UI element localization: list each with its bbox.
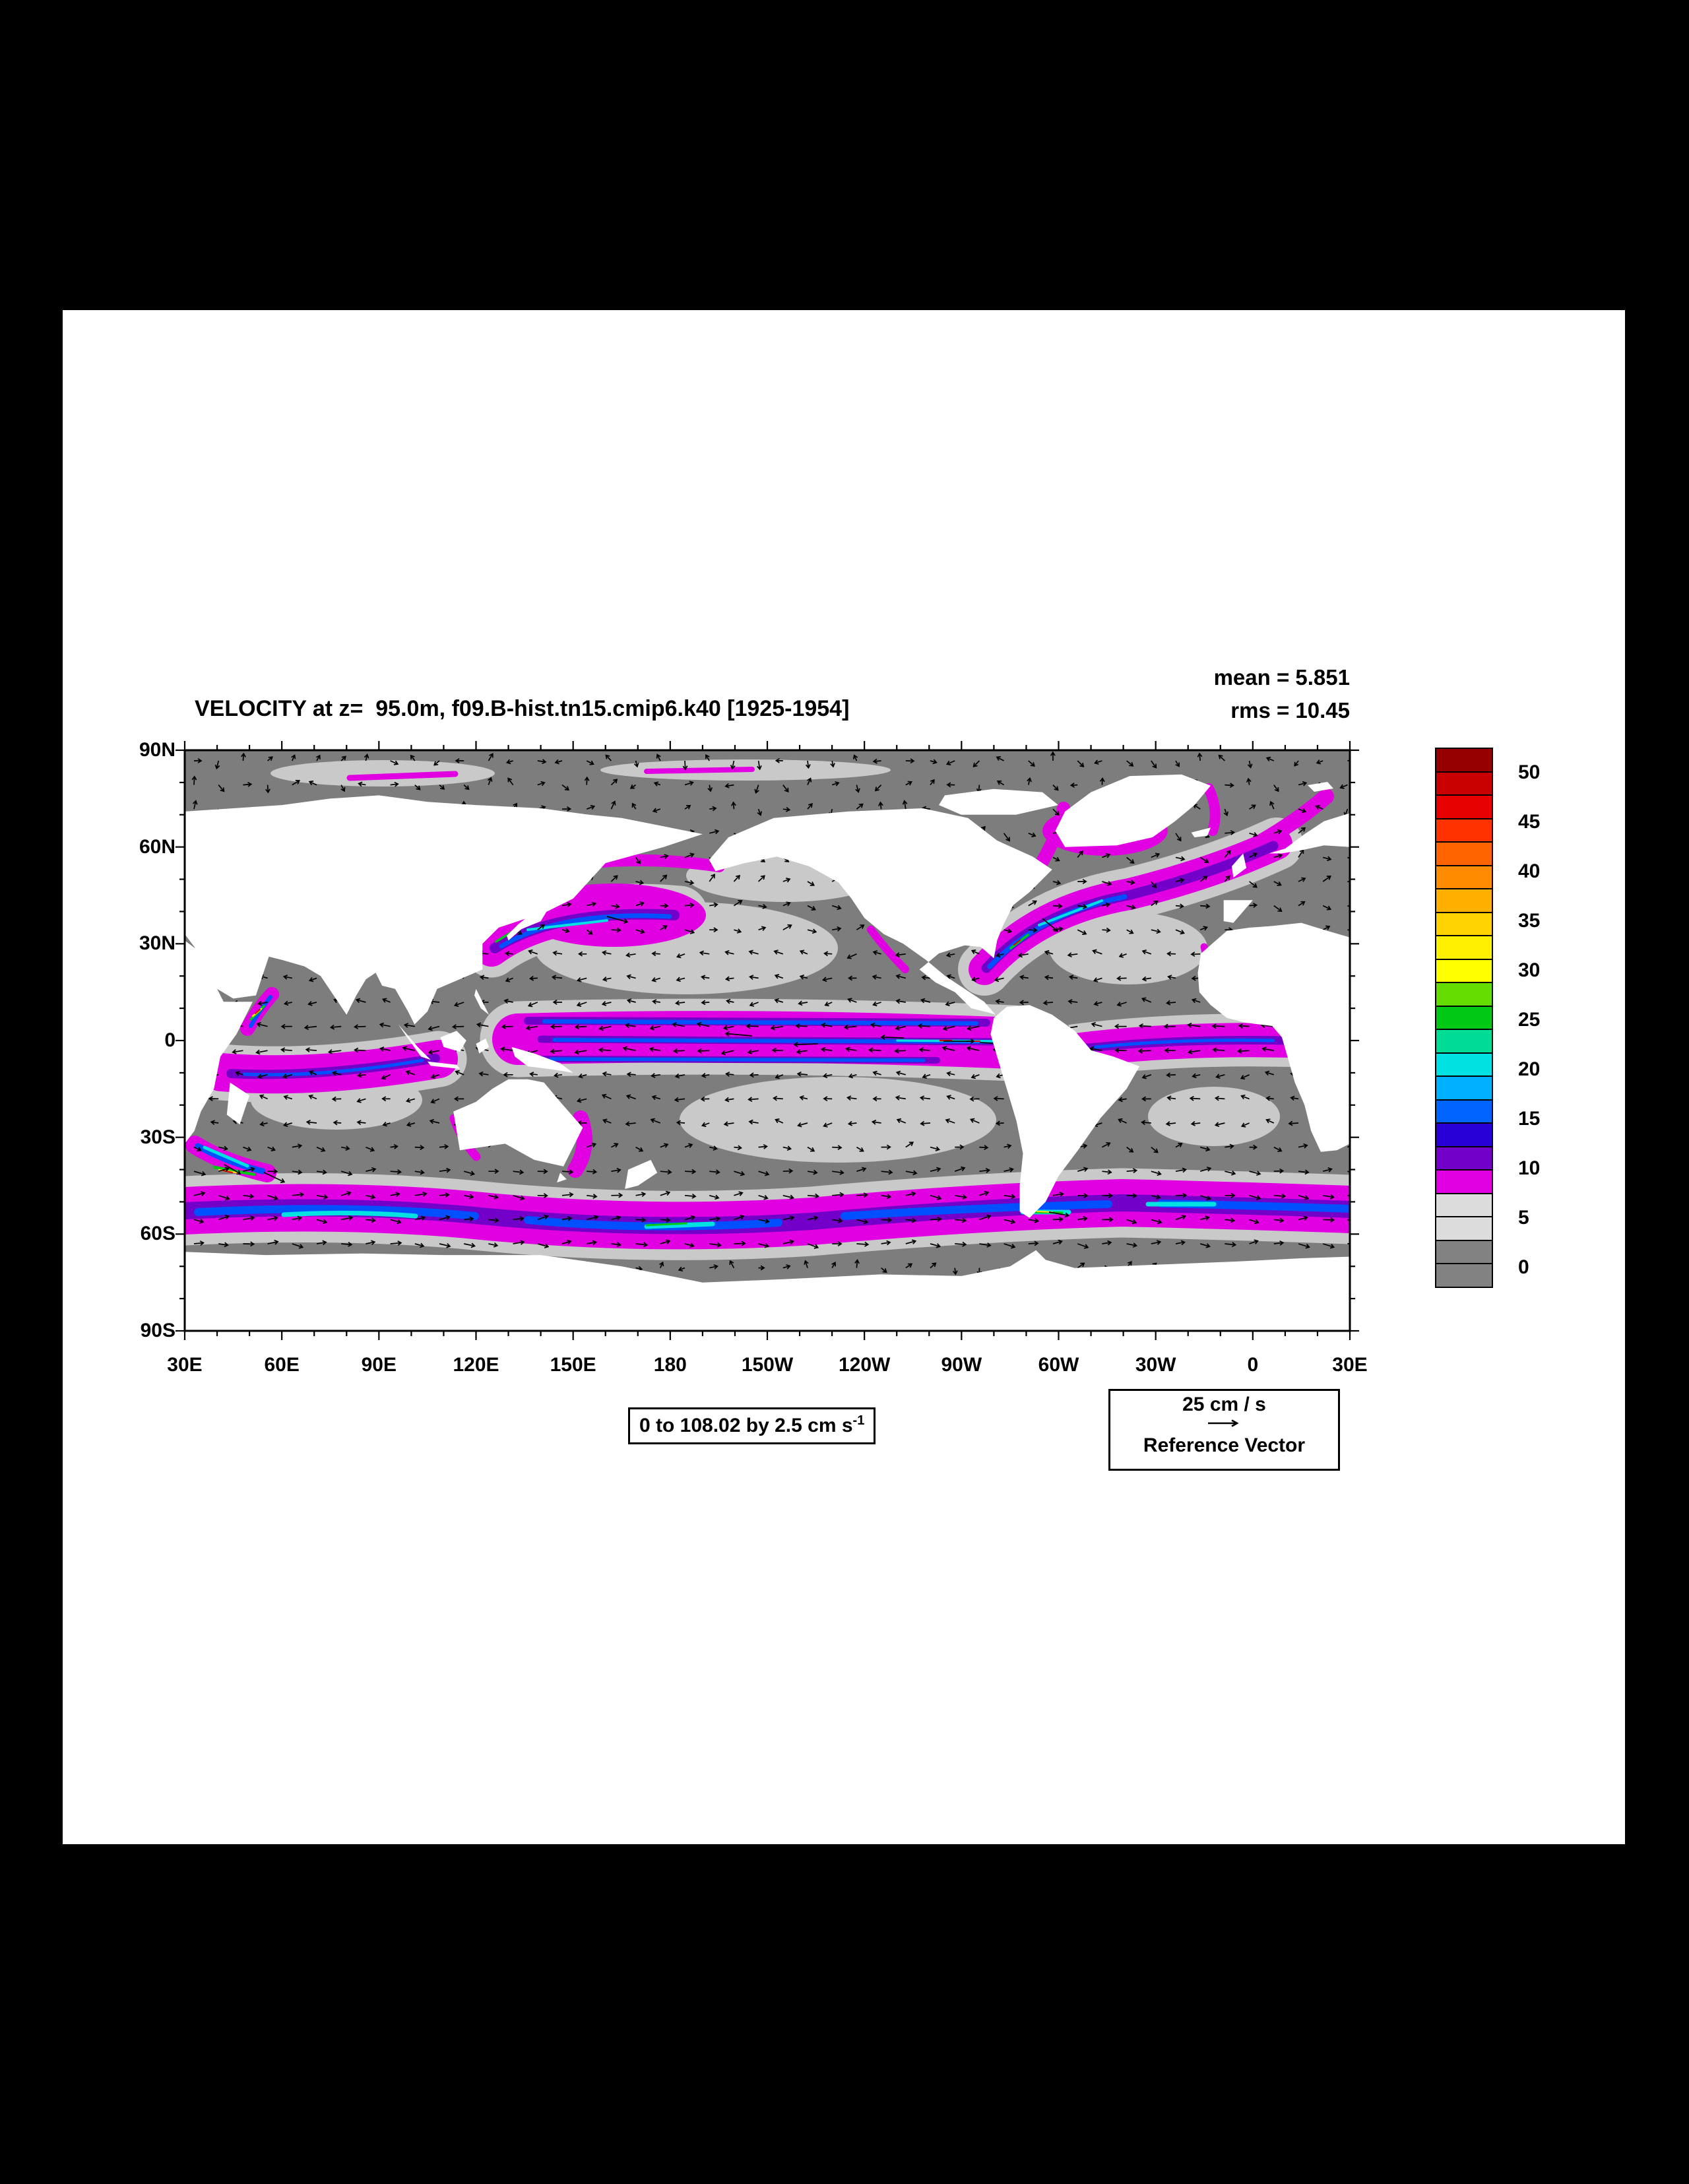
- colorbar-cell: [1435, 1122, 1493, 1147]
- madagascar: [226, 1082, 250, 1125]
- rms-stat: rms = 10.45: [1230, 698, 1350, 723]
- iberia: [1223, 900, 1253, 923]
- plot-title: VELOCITY at z= 95.0m, f09.B-hist.tn15.cm…: [195, 696, 850, 721]
- british-isles: [1232, 853, 1247, 878]
- lon-tick-label: 90E: [361, 1354, 397, 1376]
- axis-tick-marks: [175, 741, 1359, 1340]
- canadian-archipelago: [939, 788, 1058, 815]
- lon-tick-label: 0: [1247, 1354, 1259, 1376]
- plot-page: VELOCITY at z= 95.0m, f09.B-hist.tn15.cm…: [63, 310, 1625, 1844]
- lat-tick-label: 30N: [139, 932, 175, 955]
- land-masses: [185, 774, 1350, 1331]
- colorbar-cell: [1435, 1029, 1493, 1054]
- colorbar-cell: [1435, 982, 1493, 1007]
- colorbar-tick-label: 0: [1518, 1256, 1529, 1278]
- lat-tick-label: 60N: [139, 835, 175, 858]
- current-cores-cyan: [203, 899, 1217, 1229]
- lat-tick-label: 60S: [140, 1223, 175, 1245]
- lon-tick-label: 90W: [941, 1354, 982, 1376]
- map-frame-border: [183, 749, 1351, 1332]
- africa-west: [1197, 922, 1350, 1152]
- reference-vector-label: Reference Vector: [1143, 1434, 1306, 1456]
- svalbard: [1308, 782, 1333, 792]
- lat-tick-label: 90S: [140, 1320, 175, 1341]
- colorbar-tick-label: 25: [1518, 1008, 1541, 1031]
- australia: [453, 1079, 583, 1167]
- colorbar-tick-label: 20: [1518, 1058, 1541, 1080]
- reference-vector-box: 25 cm / s Reference Vector: [1108, 1389, 1340, 1471]
- colorbar-tick-label: 45: [1518, 810, 1541, 833]
- new-guinea: [511, 1046, 573, 1073]
- philippines: [474, 988, 490, 1015]
- colorbar-tick-label: 10: [1518, 1157, 1541, 1179]
- map-plot-area: [175, 741, 1359, 1340]
- lon-tick-label: 30W: [1135, 1354, 1176, 1376]
- lon-tick-label: 120W: [838, 1354, 891, 1376]
- colorbar-cell: [1435, 864, 1493, 889]
- colorbar-cell: [1435, 1169, 1493, 1194]
- japan: [507, 893, 559, 941]
- colorbar-tick-label: 40: [1518, 860, 1541, 882]
- antarctica: [185, 1250, 1350, 1331]
- ocean-current-map: [185, 750, 1350, 1331]
- greenland: [1055, 774, 1211, 847]
- eurasia: [185, 795, 703, 1025]
- lon-tick-label: 30E: [167, 1354, 203, 1376]
- colorbar-cell: [1435, 1239, 1493, 1264]
- java: [427, 1061, 460, 1069]
- colorbar-cell: [1435, 911, 1493, 936]
- colorbar-cell: [1435, 1076, 1493, 1101]
- colorbar-cell: [1435, 771, 1493, 796]
- colorbar-tick-label: 30: [1518, 959, 1541, 981]
- colorbar-cell: [1435, 1145, 1493, 1171]
- lat-tick-label: 90N: [139, 739, 175, 761]
- colorbar-cell: [1435, 841, 1493, 866]
- colorbar-cell: [1435, 1263, 1493, 1288]
- new-zealand: [625, 1159, 658, 1189]
- reference-vector-value: 25 cm / s: [1182, 1394, 1266, 1415]
- colorbar-cell: [1435, 748, 1493, 773]
- lat-tick-label: 30S: [140, 1126, 175, 1148]
- colorbar-cell: [1435, 958, 1493, 983]
- colorbar-cell: [1435, 794, 1493, 819]
- colorbar-cell: [1435, 1192, 1493, 1217]
- colorbar-cell: [1435, 818, 1493, 843]
- contour-interval-text: 0 to 108.02 by 2.5 cm s: [639, 1415, 853, 1436]
- lon-tick-label: 30E: [1332, 1354, 1368, 1376]
- lon-tick-label: 180: [653, 1354, 687, 1376]
- africa-east: [185, 940, 253, 1144]
- colorbar-tick-label: 50: [1518, 761, 1541, 783]
- lon-tick-label: 60E: [264, 1354, 300, 1376]
- contour-interval-label: 0 to 108.02 by 2.5 cm s-1: [628, 1407, 876, 1444]
- south-america: [990, 1005, 1140, 1218]
- colorbar-cell: [1435, 1052, 1493, 1077]
- colorbar-cell: [1435, 1005, 1493, 1030]
- lat-tick-label: 0: [164, 1029, 175, 1051]
- lon-tick-label: 150W: [741, 1354, 794, 1376]
- colorbar-cell: [1435, 1216, 1493, 1241]
- colorbar-cell: [1435, 1099, 1493, 1124]
- lon-tick-label: 60W: [1038, 1354, 1079, 1376]
- sulawesi: [476, 1039, 490, 1054]
- colorbar-tick-label: 35: [1518, 909, 1541, 932]
- north-america: [709, 808, 1052, 1015]
- current-cores-blue: [194, 894, 1350, 1231]
- borneo: [440, 1031, 466, 1052]
- reference-vector-arrow-icon: [1207, 1419, 1239, 1427]
- colorbar-tick-label: 5: [1518, 1206, 1529, 1229]
- colorbar-tick-label: 15: [1518, 1107, 1541, 1130]
- scandinavia: [1269, 813, 1350, 854]
- colorbar: [1435, 748, 1493, 1288]
- colorbar-cell: [1435, 935, 1493, 960]
- map-frame-and-ticks: [175, 741, 1359, 1340]
- mean-stat: mean = 5.851: [1213, 665, 1350, 690]
- contour-interval-exponent: -1: [852, 1413, 865, 1428]
- iceland: [1191, 827, 1211, 837]
- colorbar-cell: [1435, 888, 1493, 913]
- lon-tick-label: 120E: [453, 1354, 499, 1376]
- lon-tick-label: 150E: [550, 1354, 596, 1376]
